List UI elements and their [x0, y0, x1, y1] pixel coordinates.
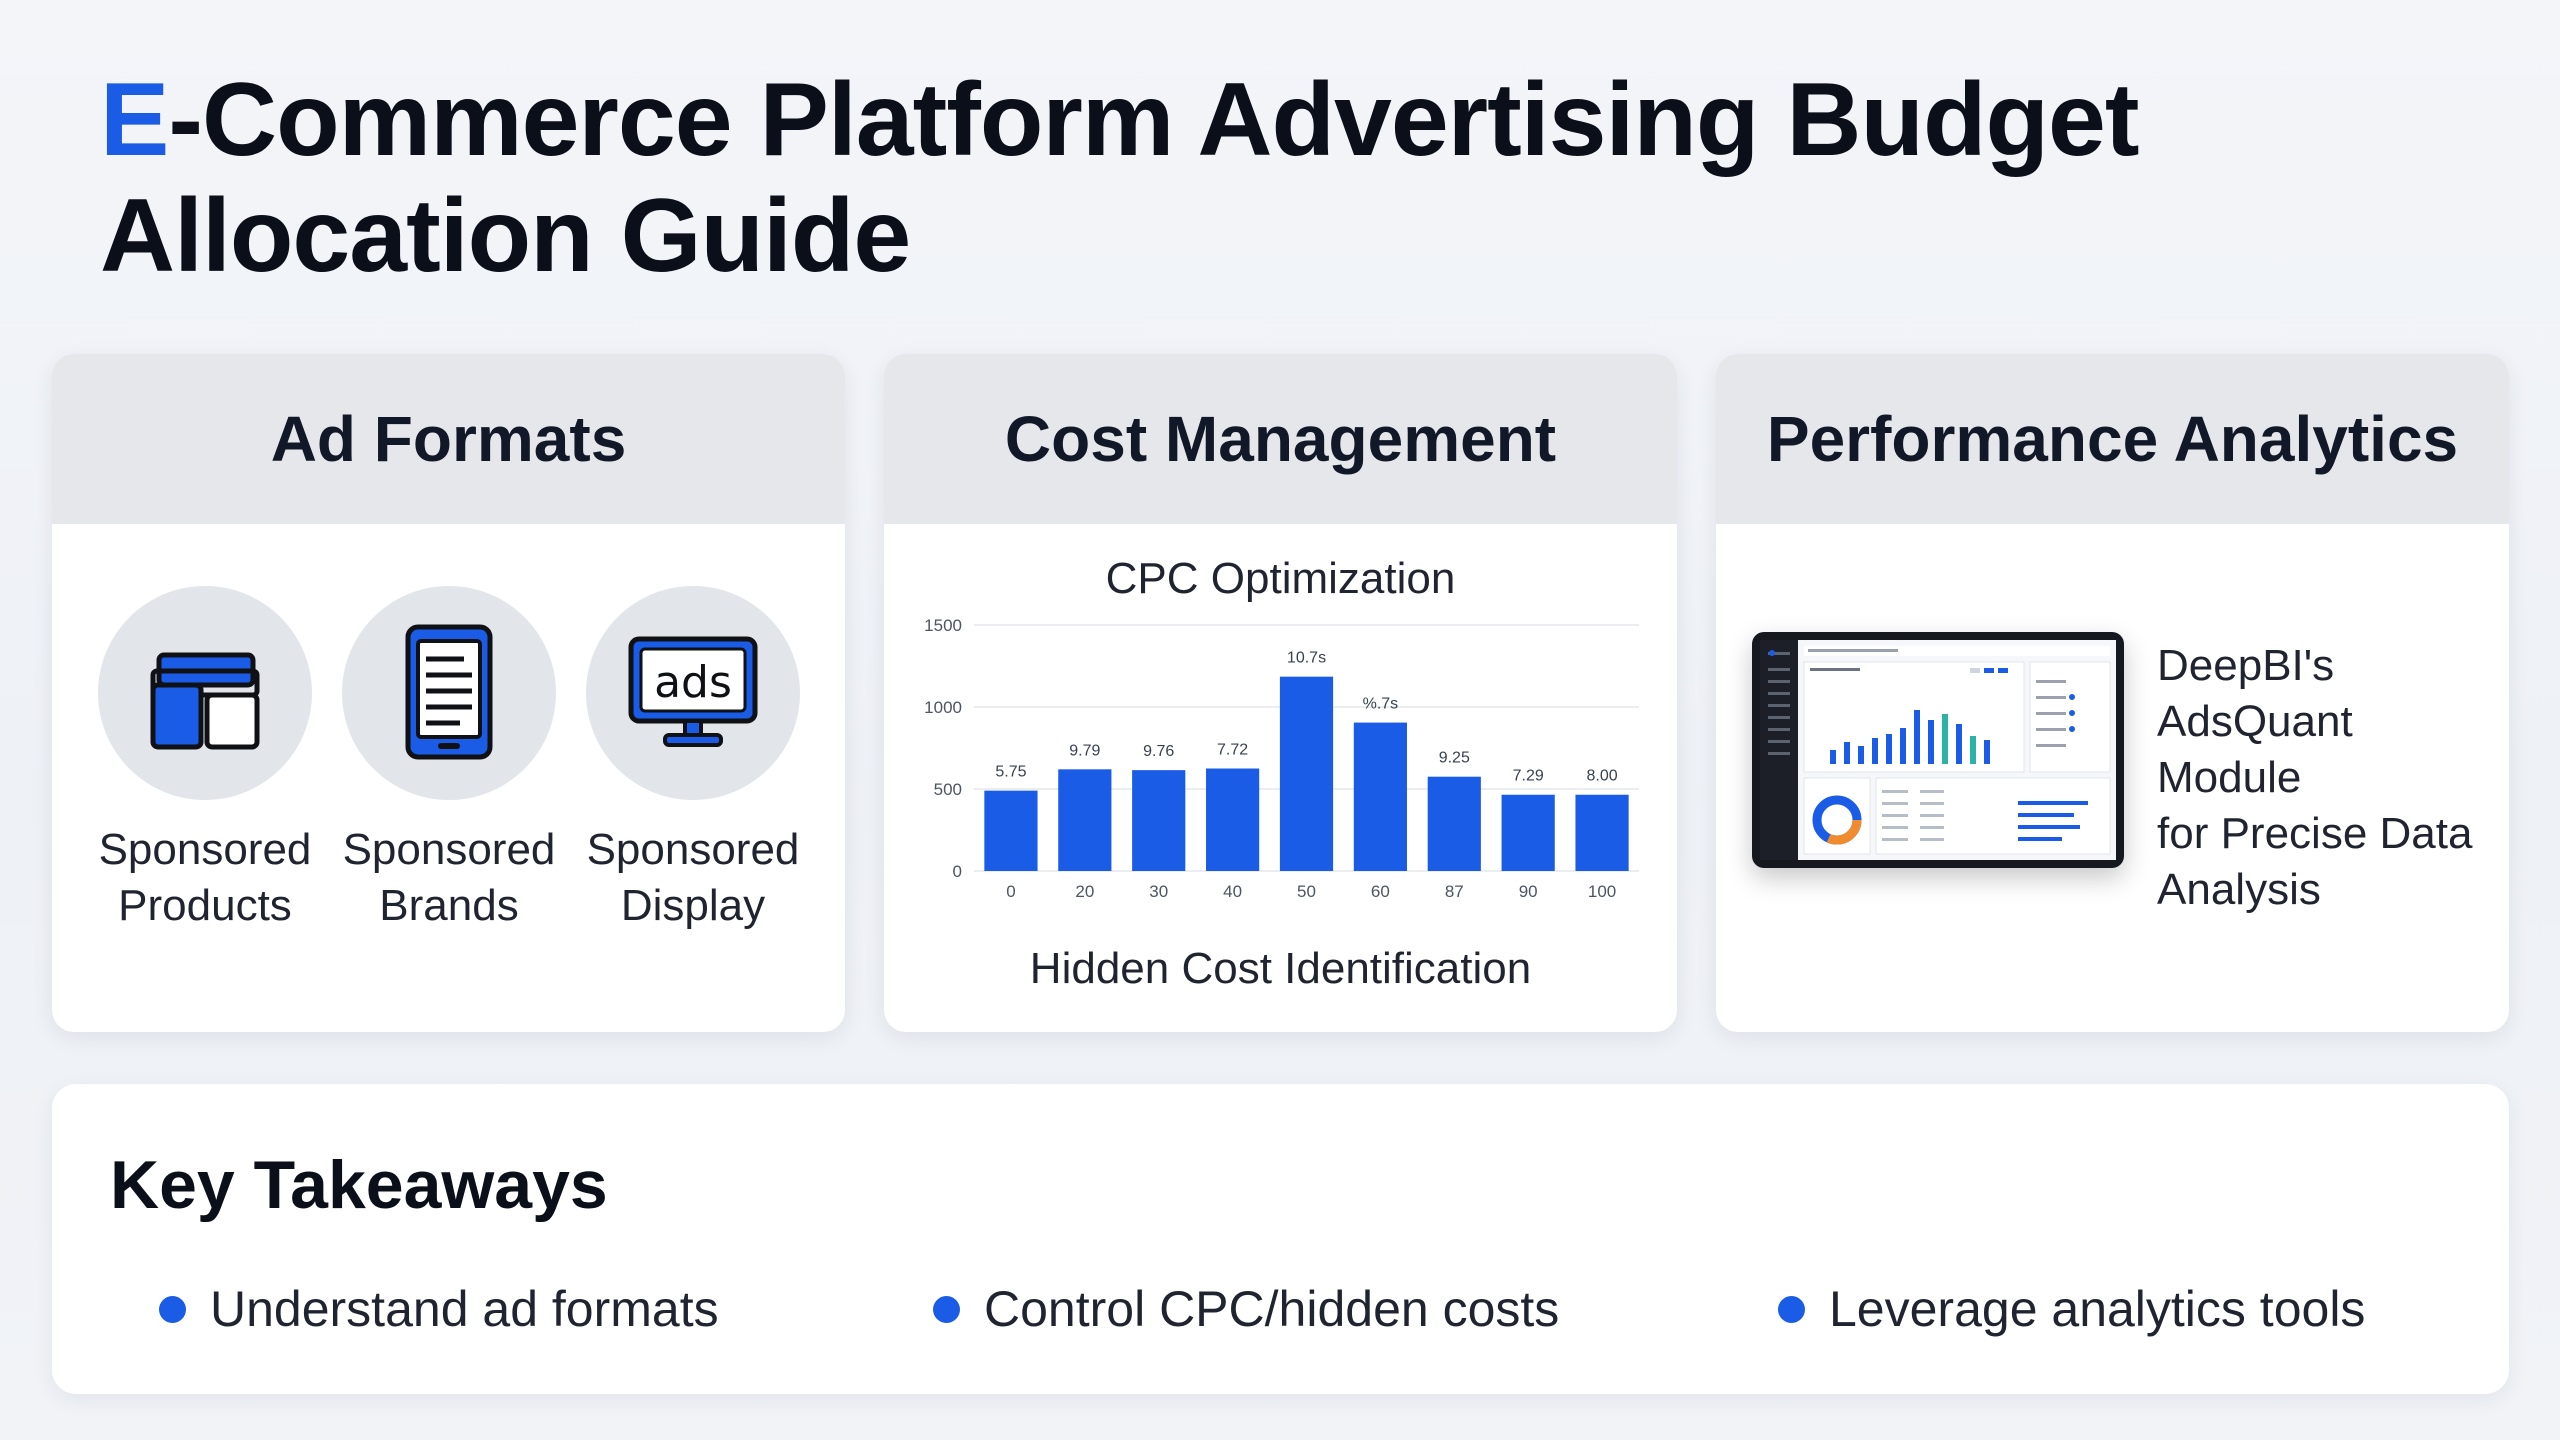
bar-data-label: 9.25	[1439, 750, 1470, 767]
ad-formats-header: Ad Formats	[52, 354, 845, 524]
layout-blocks-icon	[98, 586, 312, 800]
takeaway-text: Understand ad formats	[210, 1281, 719, 1337]
format-sponsored-products: Sponsored Products	[85, 586, 325, 934]
y-tick-label: 1000	[924, 698, 962, 717]
bar-data-label: %.7s	[1363, 696, 1399, 713]
format-sponsored-display: ads Sponsored Display	[573, 586, 813, 934]
takeaway-text: Leverage analytics tools	[1829, 1281, 2366, 1337]
format-label: Sponsored Brands	[342, 825, 556, 930]
format-label: Sponsored Products	[98, 825, 312, 930]
bar-data-label: 8.00	[1586, 768, 1617, 785]
takeaway-item: Control CPC/hidden costs	[933, 1280, 1559, 1338]
ad-formats-card: Ad Formats Sponsored Products	[52, 354, 845, 1032]
y-tick-label: 0	[953, 862, 962, 881]
ad-formats-list: Sponsored Products Sponsored Brands	[52, 586, 845, 986]
y-tick-label: 1500	[924, 616, 962, 635]
y-tick-label: 500	[934, 780, 962, 799]
x-tick-label: 60	[1371, 882, 1390, 901]
format-sponsored-brands: Sponsored Brands	[329, 586, 569, 934]
bar	[1058, 769, 1112, 871]
x-tick-label: 100	[1588, 882, 1616, 901]
dashboard-tablet-image	[1752, 632, 2124, 868]
bullet-dot-icon	[933, 1295, 960, 1323]
bar	[1427, 776, 1481, 871]
key-takeaways-heading: Key Takeaways	[110, 1147, 608, 1223]
bar	[1353, 722, 1407, 871]
bar-data-label: 10.7s	[1287, 650, 1326, 667]
x-tick-label: 40	[1223, 882, 1242, 901]
dashboard-screenshot	[1760, 640, 2116, 860]
takeaway-item: Understand ad formats	[159, 1280, 719, 1338]
x-tick-label: 0	[1006, 882, 1015, 901]
bar-data-label: 9.79	[1069, 742, 1100, 759]
bar	[984, 790, 1038, 871]
bar	[1575, 794, 1629, 871]
takeaway-text: Control CPC/hidden costs	[984, 1281, 1560, 1337]
title-accent-letter: E	[100, 62, 169, 178]
bar-data-label: 7.29	[1513, 768, 1544, 785]
format-label: Sponsored Display	[586, 825, 800, 930]
x-tick-label: 30	[1149, 882, 1168, 901]
ads-icon-text: ads	[654, 657, 732, 708]
bar-data-label: 5.75	[995, 764, 1026, 781]
cost-management-card: Cost Management CPC Optimization 0 500 100…	[884, 354, 1677, 1032]
x-tick-label: 50	[1297, 882, 1316, 901]
key-takeaways-panel: Key Takeaways Understand ad formats Cont…	[52, 1084, 2509, 1394]
cpc-bar-chart: 0 500 1000 1500 5.75 0 9.79 20 9.76 30 7.72 40 10.7s…	[924, 616, 1639, 901]
ads-monitor-icon: ads	[586, 586, 800, 800]
cpc-chart-title: CPC Optimization	[1105, 554, 1456, 603]
bar-data-label: 9.76	[1143, 743, 1174, 760]
bar-data-label: 7.72	[1217, 742, 1248, 759]
tablet-document-icon	[342, 586, 556, 800]
x-tick-label: 87	[1445, 882, 1464, 901]
x-tick-label: 20	[1075, 882, 1094, 901]
bullet-dot-icon	[1778, 1295, 1805, 1323]
takeaway-item: Leverage analytics tools	[1778, 1280, 2365, 1338]
cost-management-header: Cost Management	[884, 354, 1677, 524]
title-text: -Commerce Platform Advertising Budget Al…	[100, 62, 2140, 294]
page-title: E-Commerce Platform Advertising Budget A…	[100, 62, 2300, 294]
bar	[1206, 768, 1260, 871]
performance-analytics-header: Performance Analytics	[1716, 354, 2509, 524]
bar	[1279, 676, 1334, 871]
bullet-dot-icon	[159, 1295, 186, 1323]
deepbi-description: DeepBI's AdsQuant Module for Precise Dat…	[2157, 641, 2473, 914]
hidden-cost-caption: Hidden Cost Identification	[1029, 944, 1532, 993]
x-tick-label: 90	[1519, 882, 1538, 901]
bar	[1501, 794, 1555, 871]
performance-analytics-card: Performance Analytics	[1716, 354, 2509, 1032]
bar	[1132, 770, 1186, 871]
